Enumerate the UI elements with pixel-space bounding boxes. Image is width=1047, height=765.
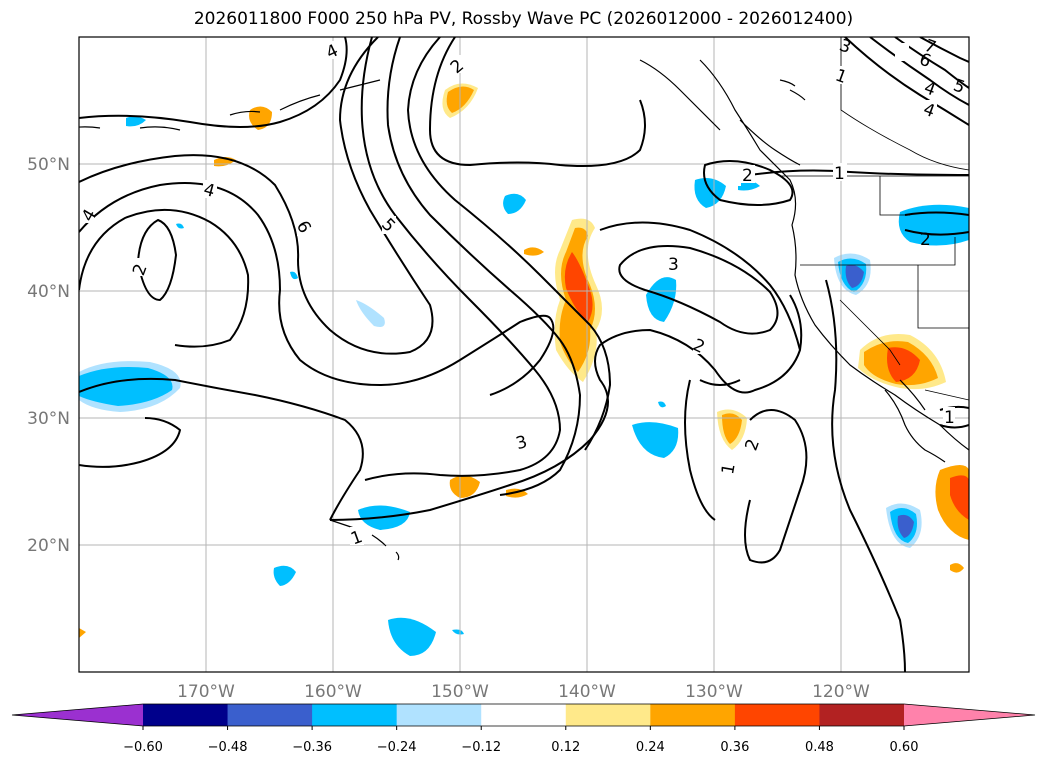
lon-tick-label: 140°W: [558, 682, 616, 702]
political-borders: [780, 37, 969, 401]
colorbar-tick-label: −0.24: [377, 740, 417, 755]
colorbar-tick-label: 0.24: [636, 740, 665, 755]
colorbar-tick-label: −0.12: [461, 740, 501, 755]
contour-label: 3: [514, 432, 530, 454]
contour-label: 2: [742, 166, 753, 186]
contour-label: 1: [718, 462, 740, 476]
map-title: 2026011800 F000 250 hPa PV, Rossby Wave …: [193, 9, 854, 29]
colorbar-extend-low: [12, 704, 143, 726]
colorbar-segment: [819, 704, 905, 726]
colorbar: −0.60 −0.48 −0.36 −0.24 −0.12 0.12 0.24 0.36 0.4…: [11, 703, 1036, 755]
latitude-labels: 20°N 30°N 40°N 50°N: [27, 155, 70, 556]
colorbar-segment: [481, 704, 567, 726]
colorbar-segment: [227, 704, 313, 726]
longitude-labels: 170°W 160°W 150°W 140°W 130°W 120°W: [177, 682, 870, 702]
colorbar-tick-label: 0.48: [805, 740, 834, 755]
contour-label: 2: [920, 230, 931, 250]
lat-tick-label: 20°N: [27, 536, 70, 556]
lat-tick-label: 50°N: [27, 155, 70, 175]
colorbar-segment: [396, 704, 482, 726]
colorbar-segment: [565, 704, 651, 726]
lat-tick-label: 40°N: [27, 282, 70, 302]
contour-label: 3: [668, 255, 679, 275]
colorbar-tick-label: 0.36: [720, 740, 749, 755]
colorbar-segment: [734, 704, 820, 726]
contour-label: 1: [944, 408, 955, 428]
lon-tick-label: 150°W: [431, 682, 489, 702]
negative-anomaly-shading: [79, 116, 969, 656]
lon-tick-label: 130°W: [685, 682, 743, 702]
colorbar-tick-label: 0.60: [890, 740, 919, 755]
colorbar-tick-label: −0.36: [292, 740, 332, 755]
coastlines: [79, 59, 969, 561]
contour-label: 1: [834, 164, 845, 184]
colorbar-segment: [650, 704, 736, 726]
lon-tick-label: 170°W: [177, 682, 235, 702]
map-panel: 4 4 2 4 6 5 2 4 6 3 7 5 4 1 2 2: [79, 37, 969, 672]
contour-label: 4: [201, 180, 217, 202]
colorbar-extend-high: [904, 704, 1035, 726]
contour-labels: 4 4 2 4 6 5 2 4 6 3 7 5 4 1 2 2: [79, 37, 968, 549]
graticule: [79, 37, 969, 672]
lon-tick-label: 160°W: [304, 682, 362, 702]
map-frame: [78, 36, 970, 673]
positive-anomaly-shading: [79, 83, 969, 638]
pv-contours: [79, 37, 969, 672]
colorbar-tick-label: −0.48: [208, 740, 248, 755]
colorbar-tick-label: 0.12: [551, 740, 580, 755]
lon-tick-label: 120°W: [812, 682, 870, 702]
colorbar-segment: [312, 704, 398, 726]
colorbar-segment: [143, 704, 229, 726]
lat-tick-label: 30°N: [27, 409, 70, 429]
colorbar-tick-label: −0.60: [123, 740, 163, 755]
